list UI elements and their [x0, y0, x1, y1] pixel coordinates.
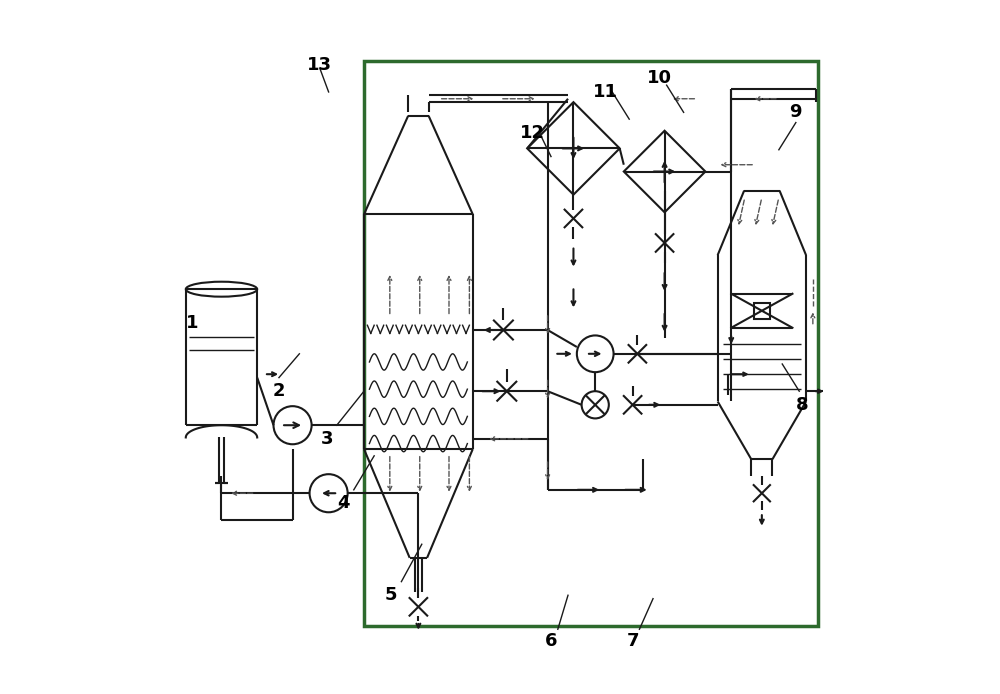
Text: 2: 2 — [273, 382, 285, 400]
Text: 9: 9 — [790, 103, 802, 121]
Text: 8: 8 — [796, 396, 809, 414]
Text: 4: 4 — [337, 494, 350, 512]
Text: 1: 1 — [186, 314, 199, 332]
Text: 11: 11 — [593, 83, 618, 101]
Text: 7: 7 — [626, 632, 639, 650]
Text: 5: 5 — [385, 586, 397, 604]
Text: 3: 3 — [320, 430, 333, 448]
Text: 6: 6 — [545, 632, 557, 650]
Text: 12: 12 — [520, 124, 545, 142]
Text: 13: 13 — [307, 56, 332, 74]
Bar — [754, 303, 770, 319]
Text: 10: 10 — [647, 69, 672, 87]
